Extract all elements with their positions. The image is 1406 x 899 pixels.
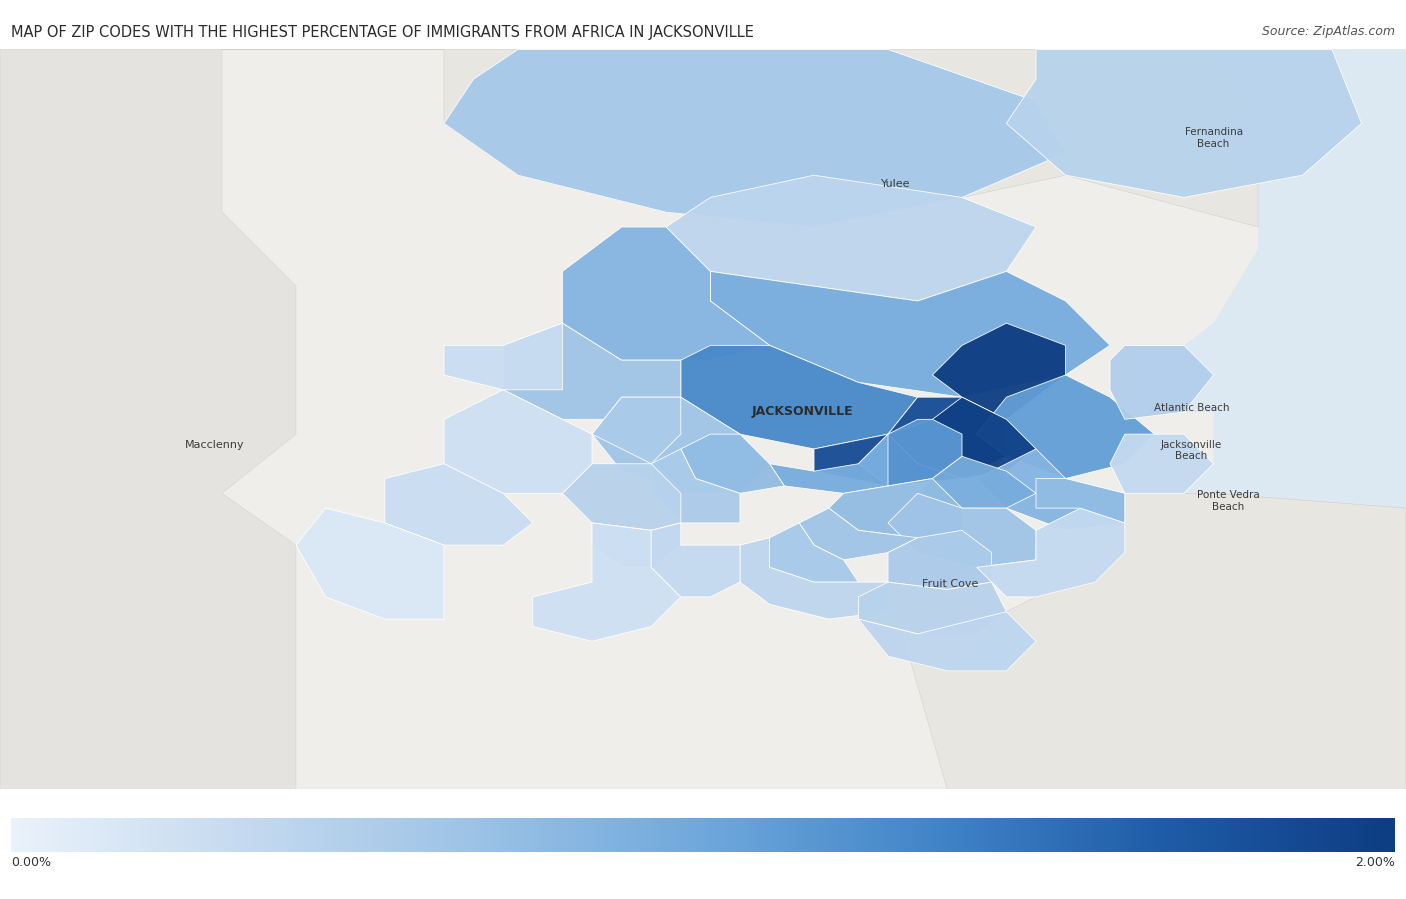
Polygon shape xyxy=(0,49,297,789)
Polygon shape xyxy=(681,345,918,449)
Polygon shape xyxy=(681,434,785,494)
Polygon shape xyxy=(859,611,1036,671)
Polygon shape xyxy=(592,523,681,567)
Polygon shape xyxy=(799,508,918,560)
Polygon shape xyxy=(385,464,533,545)
Text: Fernandina
Beach: Fernandina Beach xyxy=(1184,128,1243,149)
Polygon shape xyxy=(710,271,1109,397)
Polygon shape xyxy=(889,494,1036,567)
Polygon shape xyxy=(444,49,1066,227)
Text: Atlantic Beach: Atlantic Beach xyxy=(1154,404,1229,414)
Polygon shape xyxy=(977,508,1125,597)
Text: JACKSONVILLE: JACKSONVILLE xyxy=(751,405,853,418)
Polygon shape xyxy=(740,538,889,619)
Polygon shape xyxy=(977,449,1125,530)
Polygon shape xyxy=(918,457,1036,508)
Polygon shape xyxy=(769,434,889,494)
Polygon shape xyxy=(859,419,962,486)
Polygon shape xyxy=(592,397,681,464)
Polygon shape xyxy=(769,523,859,583)
Text: Fruit Cove: Fruit Cove xyxy=(922,579,979,589)
Polygon shape xyxy=(562,464,681,530)
Text: Jacksonville
Beach: Jacksonville Beach xyxy=(1161,440,1222,461)
Polygon shape xyxy=(962,49,1406,789)
Polygon shape xyxy=(859,583,1007,634)
Polygon shape xyxy=(666,175,1036,301)
Polygon shape xyxy=(889,530,991,590)
Polygon shape xyxy=(651,523,740,597)
Polygon shape xyxy=(592,397,769,494)
Text: Yulee: Yulee xyxy=(880,179,910,189)
Polygon shape xyxy=(503,323,681,419)
Polygon shape xyxy=(651,449,740,523)
Text: 2.00%: 2.00% xyxy=(1355,856,1395,868)
Text: Ponte Vedra
Beach: Ponte Vedra Beach xyxy=(1197,490,1260,512)
Polygon shape xyxy=(977,375,1154,478)
Text: MAP OF ZIP CODES WITH THE HIGHEST PERCENTAGE OF IMMIGRANTS FROM AFRICA IN JACKSO: MAP OF ZIP CODES WITH THE HIGHEST PERCEN… xyxy=(11,25,754,40)
Polygon shape xyxy=(533,523,681,641)
Polygon shape xyxy=(1007,49,1361,198)
Text: Macclenny: Macclenny xyxy=(184,441,245,450)
Text: Source: ZipAtlas.com: Source: ZipAtlas.com xyxy=(1261,25,1395,38)
Polygon shape xyxy=(297,508,444,619)
Polygon shape xyxy=(859,494,1406,789)
Polygon shape xyxy=(1036,478,1125,523)
Text: 0.00%: 0.00% xyxy=(11,856,51,868)
Polygon shape xyxy=(444,390,592,494)
Polygon shape xyxy=(932,323,1066,419)
Polygon shape xyxy=(814,397,1007,486)
Polygon shape xyxy=(222,49,1258,227)
Polygon shape xyxy=(1109,434,1213,494)
Polygon shape xyxy=(828,478,962,538)
Polygon shape xyxy=(889,397,1036,478)
Polygon shape xyxy=(562,227,769,360)
Polygon shape xyxy=(444,323,562,390)
Polygon shape xyxy=(1109,345,1213,419)
